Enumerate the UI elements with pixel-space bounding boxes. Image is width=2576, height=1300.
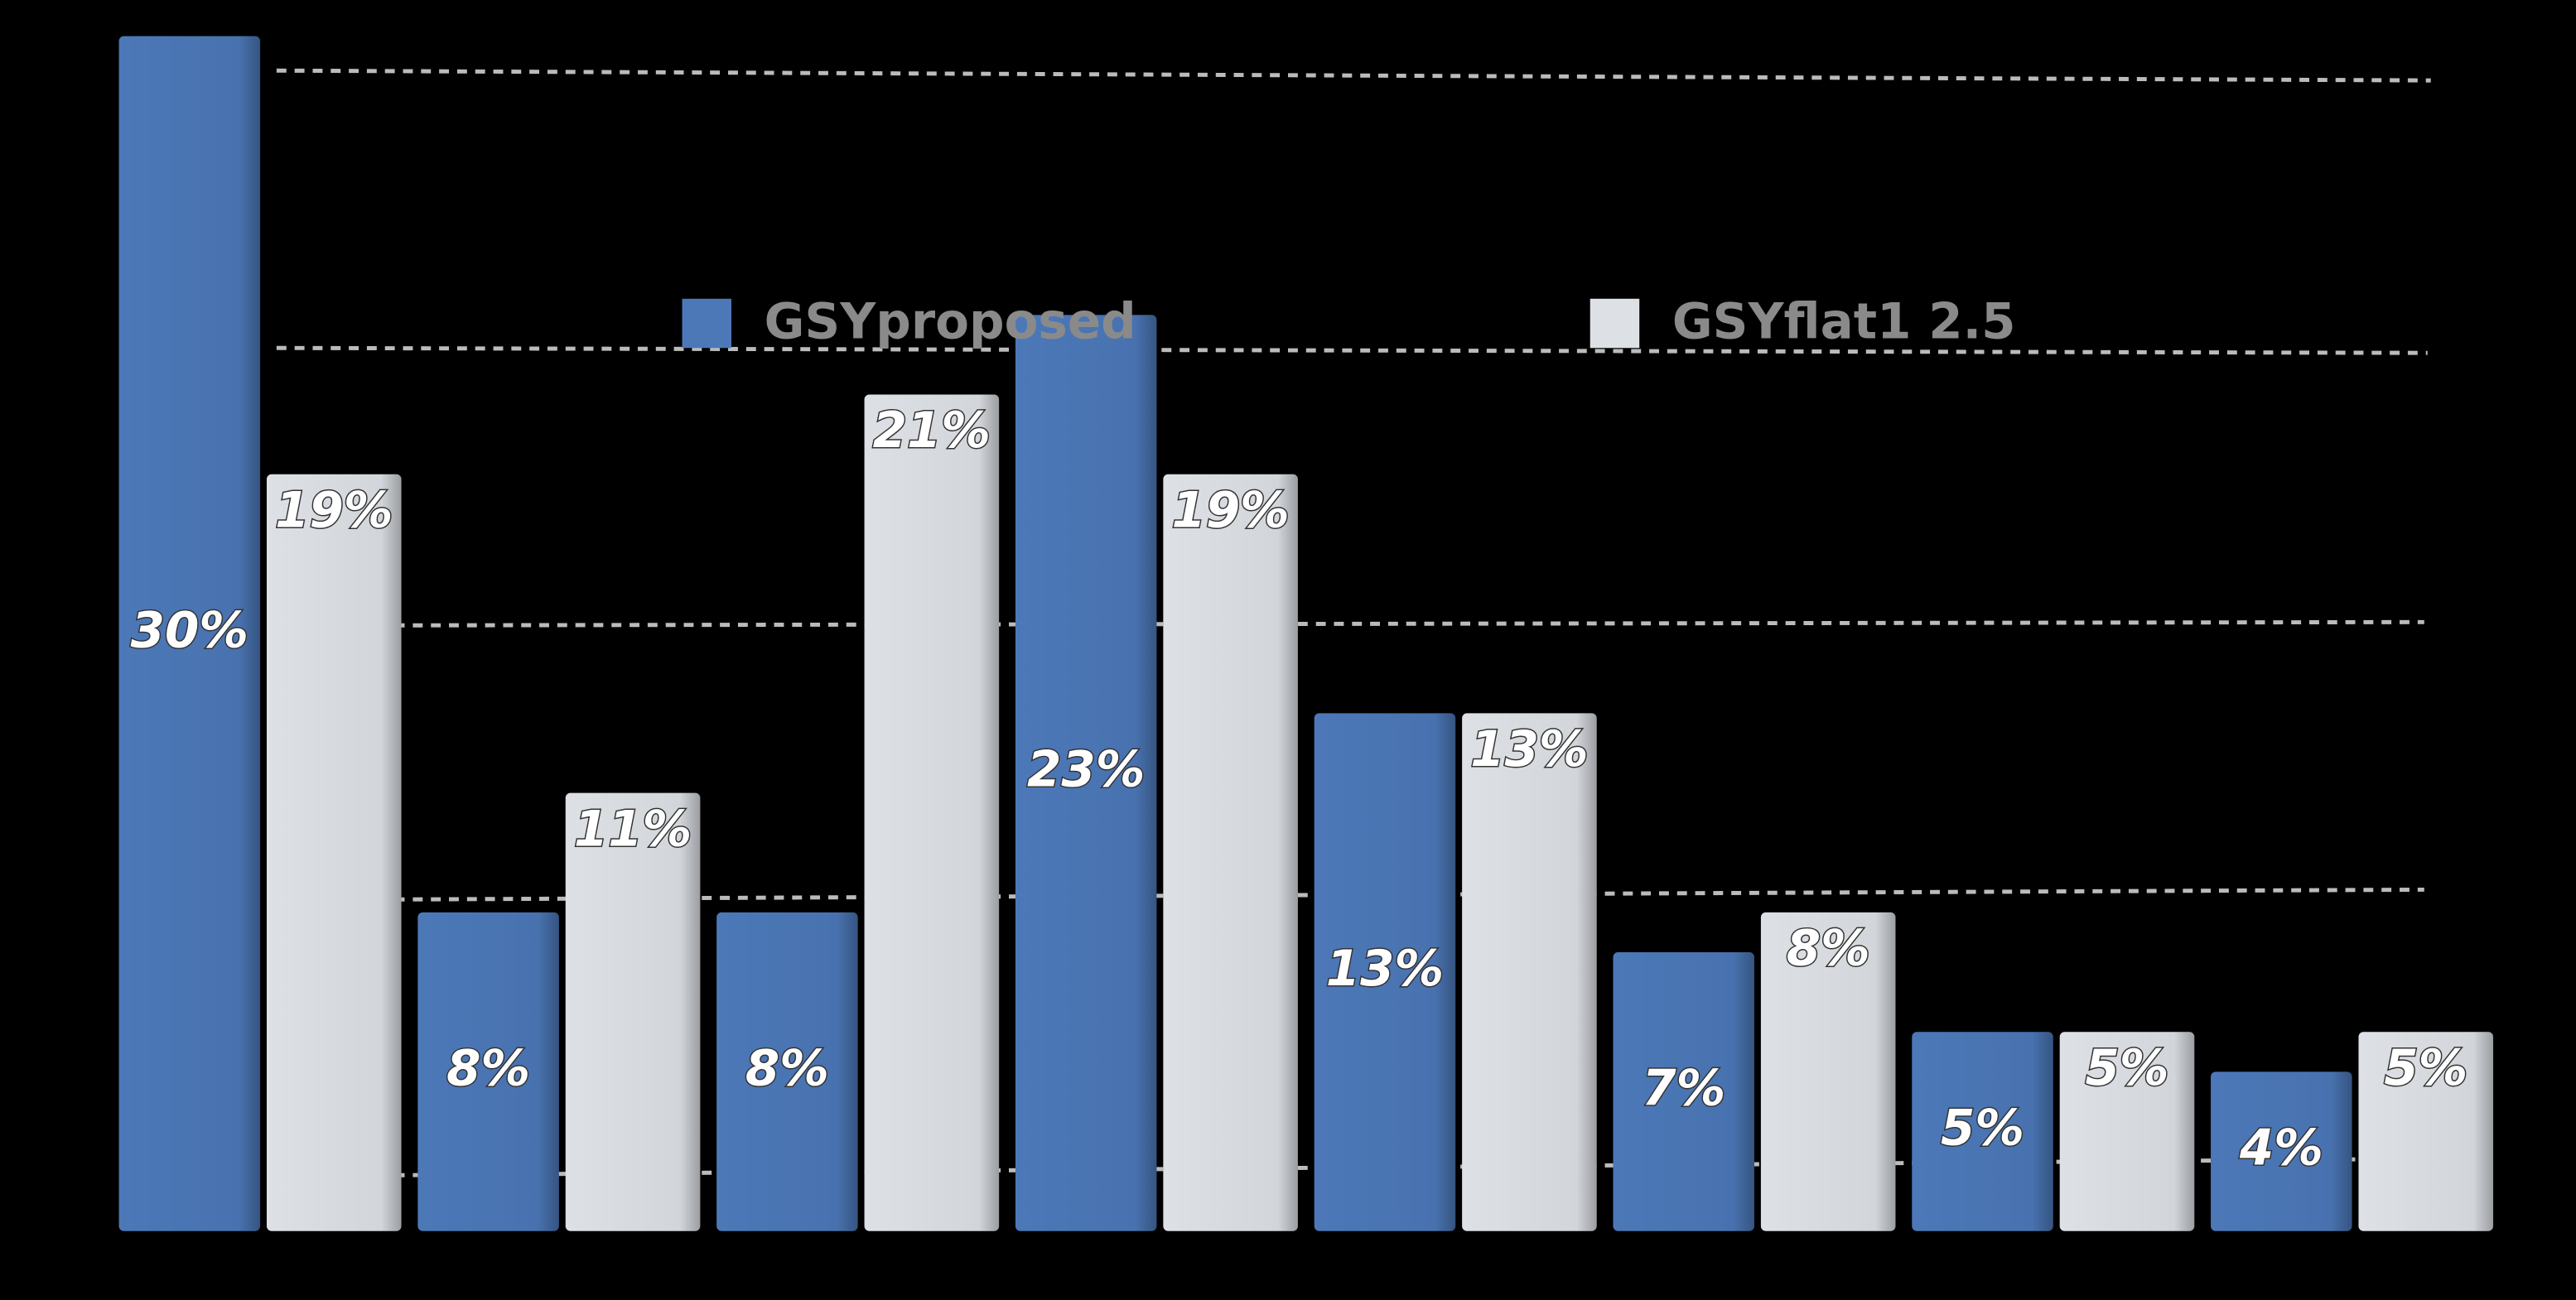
bar-shade: [565, 792, 701, 1231]
bar-shade: [2211, 1071, 2352, 1231]
value-label: 8%: [446, 1040, 530, 1097]
value-label: 19%: [275, 482, 393, 539]
value-label: 21%: [873, 402, 991, 460]
value-label: 30%: [131, 602, 248, 659]
value-label: 8%: [745, 1040, 829, 1097]
bar-shade: [716, 912, 858, 1231]
bar-shade: [864, 394, 1000, 1231]
bar-shade: [1912, 1032, 2053, 1231]
value-label: 7%: [1642, 1060, 1725, 1117]
bar-shade: [1462, 713, 1597, 1231]
bar-shade: [2358, 1032, 2494, 1231]
bar-shade: [1163, 474, 1298, 1231]
bar-shade: [2059, 1032, 2195, 1231]
value-label: 5%: [2384, 1040, 2467, 1097]
value-label: 8%: [1787, 921, 1870, 978]
value-label: 13%: [1326, 941, 1444, 998]
legend-swatch: [1589, 298, 1640, 349]
grid-line-decor: [394, 619, 2424, 628]
bar-shade: [118, 36, 261, 1231]
grid-line-decor: [276, 345, 2428, 355]
bar-shade: [1314, 713, 1456, 1231]
bar-shade: [417, 912, 559, 1231]
value-label: 13%: [1470, 721, 1588, 778]
bar-shade: [266, 474, 402, 1231]
legend-swatch: [682, 298, 731, 349]
value-label: 11%: [574, 801, 692, 858]
value-label: 5%: [1941, 1100, 2024, 1158]
value-label: 23%: [1027, 742, 1145, 799]
bar-shade: [1613, 952, 1754, 1231]
legend-label: GSYproposed: [765, 294, 1136, 351]
value-label: 19%: [1171, 482, 1289, 539]
value-label: 4%: [2239, 1120, 2323, 1177]
bar-shade: [1760, 912, 1896, 1231]
grid-line-decor: [276, 68, 2431, 83]
legend-label: GSYflat1 2.5: [1672, 294, 2016, 351]
value-label: 5%: [2085, 1040, 2168, 1097]
bar-shade: [1015, 315, 1157, 1231]
